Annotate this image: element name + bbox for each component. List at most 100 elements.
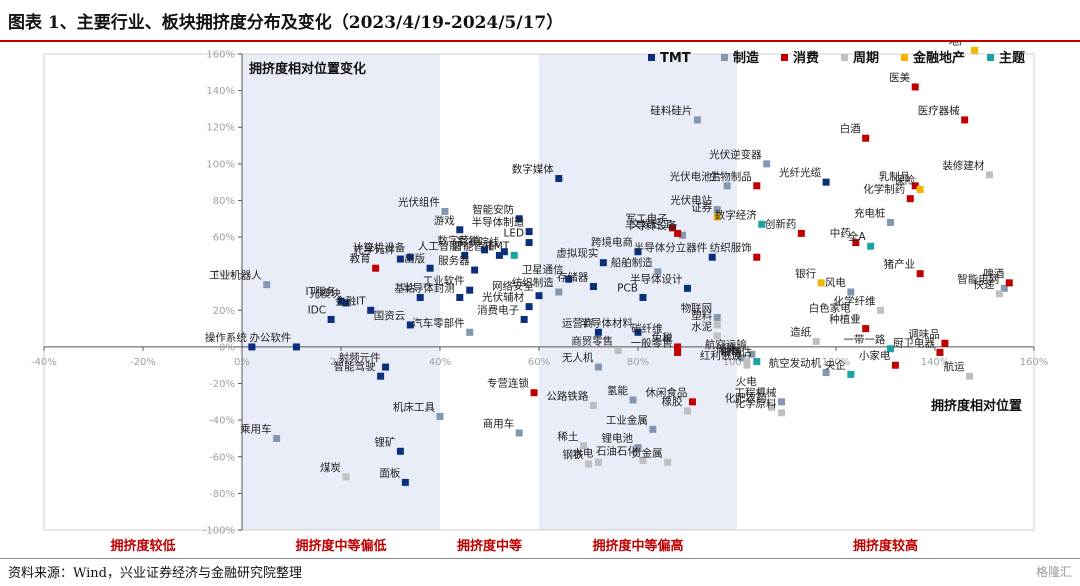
x-tick-label: 120% (822, 357, 851, 368)
data-label: 光纤光缆 (779, 166, 821, 179)
y-tick-label: 0% (219, 342, 235, 353)
data-point (748, 350, 756, 358)
data-label: 教育 (350, 252, 371, 265)
data-point (966, 372, 974, 380)
data-point (822, 369, 830, 377)
data-label: 化学制药 (863, 183, 905, 196)
legend-swatch (841, 54, 848, 61)
data-point (877, 306, 885, 314)
data-label: 水电 (572, 446, 593, 459)
data-label: 网络安全 (492, 280, 534, 293)
data-label: 专营连锁 (487, 377, 529, 390)
data-label: 一带一路 (843, 333, 885, 346)
data-point (971, 46, 979, 54)
data-point (634, 248, 642, 256)
data-point (372, 264, 380, 272)
data-label: 休闲食品 (645, 386, 687, 399)
zone-label: 拥挤度中等偏低 (295, 538, 386, 554)
data-point (495, 251, 503, 259)
data-point (481, 246, 489, 254)
data-point (466, 328, 474, 336)
data-point (911, 83, 919, 91)
y-tick-label: 140% (206, 86, 235, 97)
data-point (654, 268, 662, 276)
data-label: 水泥 (691, 320, 712, 333)
data-point (674, 229, 682, 237)
data-point (342, 299, 350, 307)
data-point (377, 372, 385, 380)
data-point (674, 343, 682, 351)
y-axis-label: 拥挤度相对位置变化 (249, 61, 366, 77)
data-point (589, 283, 597, 291)
data-label: 金融IT (335, 294, 366, 307)
data-label: 中特估 (720, 346, 752, 359)
data-label: 化肥农药 (725, 391, 767, 404)
data-label: IT服务 (305, 285, 336, 298)
data-point (525, 228, 533, 236)
data-point (520, 315, 528, 323)
data-label: 白酒 (840, 122, 861, 135)
data-point (441, 207, 449, 215)
data-point (817, 279, 825, 287)
data-label: 机床工具 (393, 400, 435, 413)
data-point (961, 116, 969, 124)
legend: TMT 制造 消费 周期 金融地产 主题 (648, 50, 1026, 66)
data-point (589, 402, 597, 410)
data-label: 纺织制造 (512, 276, 554, 289)
data-label: 贵金属 (631, 446, 663, 459)
watermark-text: 格隆汇 (1035, 565, 1072, 579)
data-point (406, 253, 414, 261)
data-point (401, 478, 409, 486)
data-label: 橡胶 (662, 395, 683, 408)
data-point (713, 213, 721, 221)
x-axis-label: 拥挤度相对位置 (931, 398, 1022, 414)
legend-label: 金融地产 (912, 50, 965, 66)
data-label: 红利低波 (700, 349, 742, 362)
data-label: 种植业 (829, 313, 861, 326)
data-label: 储能 (716, 342, 737, 355)
data-label: 中药 (830, 227, 851, 240)
data-point (461, 251, 469, 259)
zone-label: 拥挤度中等偏高 (592, 538, 683, 554)
data-point (594, 363, 602, 371)
data-label: 全A (848, 230, 866, 243)
data-label: 一般零售 (631, 336, 673, 349)
bottom-divider (0, 558, 1080, 559)
data-point (812, 337, 820, 345)
data-label: 半导体设计 (630, 272, 683, 285)
data-point (936, 348, 944, 356)
data-label: 游戏 (434, 214, 455, 227)
y-tick-label: 80% (213, 196, 235, 207)
data-point (639, 293, 647, 301)
zone-label: 拥挤度较低 (110, 538, 175, 554)
data-point (406, 321, 414, 329)
data-point (693, 116, 701, 124)
y-tick-label: 20% (213, 306, 235, 317)
data-point (867, 242, 875, 250)
data-label: 卫星通信 (522, 264, 564, 276)
data-point (852, 239, 860, 247)
y-tick-label: -80% (209, 489, 235, 500)
data-point (847, 288, 855, 296)
data-point (594, 458, 602, 466)
data-label: 小家电 (859, 349, 891, 362)
legend-label: 制造 (733, 50, 760, 66)
data-point (758, 220, 766, 228)
data-label: PCB (617, 282, 638, 294)
data-label: 公路铁路 (546, 390, 588, 403)
data-point (886, 345, 894, 353)
data-label: 射频元件 (339, 351, 381, 364)
zone-band (242, 54, 440, 530)
x-tick-label: 100% (723, 357, 752, 368)
data-point (565, 275, 573, 283)
data-point (263, 281, 271, 289)
data-point (713, 321, 721, 329)
data-point (713, 332, 721, 340)
legend-swatch (987, 54, 994, 61)
data-point (416, 293, 424, 301)
data-point (713, 314, 721, 322)
data-label: 医美 (889, 71, 910, 84)
data-label: 船舶制造 (611, 256, 653, 269)
data-point (510, 251, 518, 259)
data-label: 碳纤维 (631, 322, 663, 335)
